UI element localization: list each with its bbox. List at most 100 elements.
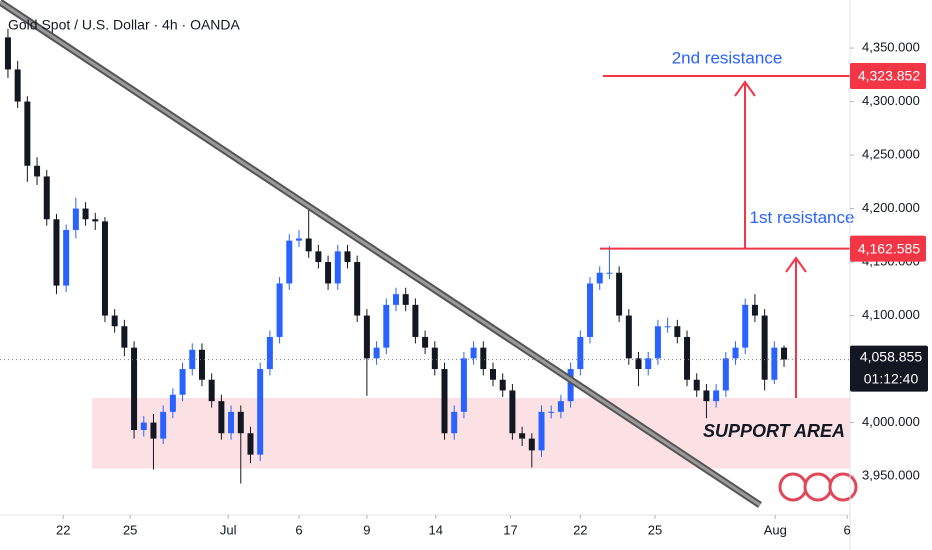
x-tick-label: 25: [648, 522, 662, 537]
candle-body: [596, 272, 603, 284]
candle-body: [344, 251, 351, 263]
candle-body: [451, 411, 458, 434]
candle-body: [160, 411, 167, 439]
candle-body: [441, 369, 448, 434]
candle-body: [140, 422, 147, 431]
candle-body: [228, 411, 235, 434]
candle-body: [402, 294, 409, 305]
candle-body: [470, 347, 477, 359]
flag-icon: [803, 472, 833, 502]
support-area: [92, 397, 850, 469]
candle-body: [509, 390, 516, 434]
candle-body: [334, 251, 341, 284]
candle-body: [742, 304, 749, 348]
x-tick-label: 6: [843, 522, 850, 537]
annotation-layer: SUPPORT AREA 2nd resistance 1st resistance: [0, 49, 854, 441]
arrow-head: [785, 256, 807, 273]
flag-icon: [828, 472, 858, 502]
x-tick-label: Aug: [764, 522, 787, 537]
resistance-name: 2nd resistance: [672, 49, 783, 68]
x-tick-label: 14: [429, 522, 443, 537]
x-tick-label: 22: [573, 522, 587, 537]
candle-body: [771, 347, 778, 380]
candle-body: [257, 369, 264, 455]
candle-body: [684, 336, 691, 380]
resistance-box: [850, 235, 926, 262]
flags: [778, 472, 858, 502]
candle-body: [169, 394, 176, 412]
candle-body: [761, 315, 768, 380]
candle-body: [92, 219, 99, 222]
last-price-label: 4,058.855: [860, 348, 922, 364]
candle-body: [179, 369, 186, 395]
x-tick-label: 25: [123, 522, 137, 537]
candle-body: [315, 251, 322, 263]
candle-body: [713, 390, 720, 402]
candle-body: [490, 369, 497, 380]
candle-body: [577, 336, 584, 370]
candle-body: [781, 347, 788, 360]
candle-body: [645, 358, 652, 370]
candle-body: [286, 240, 293, 284]
candle-body: [295, 238, 302, 241]
candle-body: [72, 208, 79, 230]
candle-body: [431, 347, 438, 370]
countdown-label: 01:12:40: [864, 370, 919, 386]
candle-body: [528, 438, 535, 451]
flag-icon: [778, 472, 808, 502]
x-tick-label: 6: [295, 522, 302, 537]
candle-body: [218, 401, 225, 434]
candle-body: [325, 262, 332, 284]
y-tick-label: 4,250.000: [862, 146, 920, 161]
candle-body: [82, 208, 89, 220]
resistance-label: 4,323.852: [858, 68, 920, 84]
candle-body: [150, 422, 157, 439]
candle-body: [53, 219, 60, 286]
candle-body: [111, 315, 118, 327]
resistance-name: 1st resistance: [750, 208, 855, 227]
candle-body: [131, 347, 138, 431]
chart-title: Gold Spot / U.S. Dollar · 4h · OANDA: [8, 17, 241, 33]
candle-body: [480, 347, 487, 370]
candle-body: [198, 349, 205, 380]
y-tick-label: 4,300.000: [862, 93, 920, 108]
candle-body: [548, 411, 555, 413]
candle-body: [276, 283, 283, 337]
y-tick-label: 4,100.000: [862, 307, 920, 322]
candle-body: [751, 304, 758, 316]
candle-body: [460, 358, 467, 412]
candle-body: [14, 69, 21, 102]
candle-body: [722, 358, 729, 391]
x-tick-label: 9: [363, 522, 370, 537]
candle-body: [354, 262, 361, 316]
resistance-box: [850, 63, 926, 90]
candle-body: [499, 379, 506, 391]
support-label: SUPPORT AREA: [703, 421, 845, 441]
candle-body: [392, 294, 399, 305]
candle-body: [247, 433, 254, 455]
candle-body: [121, 326, 128, 348]
candle-body: [101, 221, 108, 316]
resistance-label: 4,162.585: [858, 240, 920, 256]
candle-body: [208, 379, 215, 402]
candle-body: [703, 390, 710, 402]
candle-body: [732, 347, 739, 359]
candle-body: [34, 165, 41, 177]
candle-body: [587, 283, 594, 337]
candle-body: [237, 411, 244, 434]
candle-body: [519, 433, 526, 439]
trend-line-inner: [0, 0, 761, 507]
candle-body: [412, 304, 419, 337]
y-tick-label: 4,200.000: [862, 200, 920, 215]
candle-body: [693, 379, 700, 391]
arrow-head: [734, 80, 756, 97]
y-tick-label: 4,350.000: [862, 39, 920, 54]
candles-layer: [4, 28, 788, 484]
candle-body: [538, 411, 545, 451]
candle-body: [567, 369, 574, 402]
candle-body: [664, 326, 671, 328]
support-layer: [92, 397, 850, 469]
x-tick-label: Jul: [220, 522, 237, 537]
